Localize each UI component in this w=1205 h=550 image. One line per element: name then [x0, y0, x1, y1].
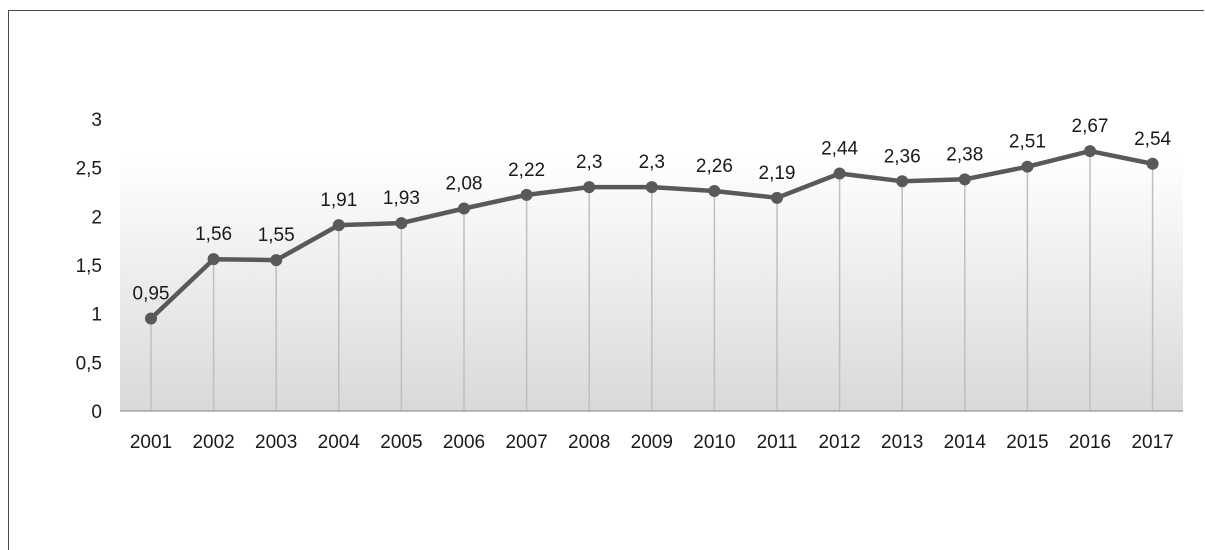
data-point-2004 — [332, 219, 345, 232]
data-label-2017: 2,54 — [1134, 129, 1171, 150]
data-point-2011 — [771, 191, 783, 204]
data-label-2010: 2,26 — [696, 156, 733, 177]
y-tick-label: 0 — [91, 402, 102, 423]
x-tick-label: 2008 — [568, 432, 610, 453]
x-tick-label: 2011 — [757, 432, 798, 453]
data-label-2008: 2,3 — [576, 152, 602, 173]
x-tick-label: 2015 — [1006, 432, 1048, 453]
x-tick-label: 2009 — [631, 432, 673, 453]
data-point-2009 — [645, 181, 658, 194]
y-tick-label: 2,5 — [76, 159, 102, 180]
x-tick-label: 2013 — [881, 432, 923, 453]
data-label-2006: 2,08 — [446, 174, 483, 195]
data-point-2012 — [833, 167, 846, 180]
x-tick-label: 2002 — [192, 432, 234, 453]
x-tick-label: 2006 — [443, 432, 485, 453]
gridlines — [150, 151, 1154, 411]
chart-frame — [8, 10, 1204, 550]
data-label-2011: 2,19 — [759, 163, 796, 184]
data-label-2001: 0,95 — [133, 284, 170, 305]
x-tick-label: 2014 — [944, 432, 987, 453]
y-tick-label: 2 — [91, 207, 102, 228]
y-tick-label: 3 — [91, 110, 102, 131]
data-label-2002: 1,56 — [195, 224, 232, 245]
data-point-2017 — [1146, 157, 1159, 170]
series-markers — [145, 145, 1159, 325]
data-labels: 0,95 1,56 1,55 1,91 1,93 2,08 2,22 2,3 2,3 2,26 2,… — [133, 116, 1172, 304]
data-point-2008 — [583, 181, 596, 194]
data-label-2016: 2,67 — [1072, 116, 1109, 137]
y-tick-label: 1 — [91, 305, 102, 326]
data-point-2016 — [1084, 145, 1096, 158]
data-point-2007 — [520, 188, 533, 201]
x-tick-label: 2017 — [1131, 432, 1173, 453]
data-point-2002 — [207, 253, 220, 266]
data-label-2013: 2,36 — [884, 146, 921, 167]
data-label-2009: 2,3 — [639, 152, 665, 173]
x-tick-label: 2003 — [255, 432, 297, 453]
x-tick-label: 2004 — [318, 432, 361, 453]
data-label-2015: 2,51 — [1009, 132, 1046, 153]
data-point-2006 — [458, 202, 470, 215]
y-tick-label: 1,5 — [76, 256, 102, 277]
data-point-2013 — [896, 175, 909, 188]
data-point-2001 — [145, 312, 157, 325]
data-label-2003: 1,55 — [258, 225, 295, 246]
x-tick-label: 2016 — [1069, 432, 1111, 453]
data-point-2003 — [270, 254, 283, 267]
x-tick-label: 2001 — [130, 432, 172, 453]
data-label-2007: 2,22 — [508, 160, 545, 181]
x-axis-ticks: 2001 2002 2003 2004 2005 2006 2007 2008 2009 2010… — [130, 432, 1174, 453]
data-label-2014: 2,38 — [946, 144, 983, 165]
y-axis-ticks: 0 0,5 1 1,5 2 2,5 3 — [76, 110, 102, 423]
x-tick-label: 2010 — [693, 432, 735, 453]
x-tick-label: 2007 — [505, 432, 547, 453]
data-point-2010 — [708, 185, 721, 198]
data-label-2004: 1,91 — [320, 190, 357, 211]
x-tick-label: 2005 — [380, 432, 422, 453]
data-point-2005 — [395, 217, 408, 230]
data-point-2015 — [1021, 160, 1034, 173]
data-label-2012: 2,44 — [821, 139, 858, 160]
x-tick-label: 2012 — [818, 432, 860, 453]
data-label-2005: 1,93 — [383, 188, 420, 209]
data-point-2014 — [958, 173, 971, 186]
y-tick-label: 0,5 — [76, 353, 102, 374]
